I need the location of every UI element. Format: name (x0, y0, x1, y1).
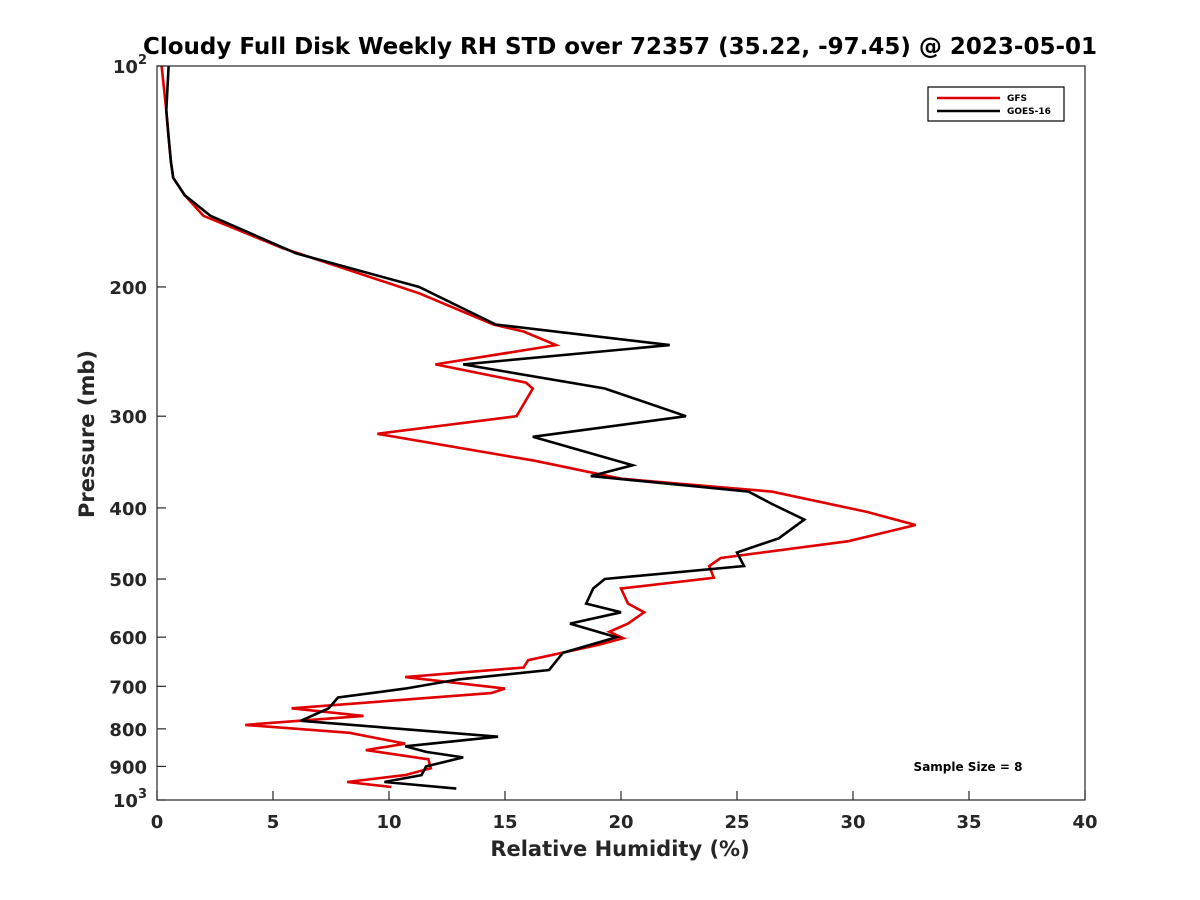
x-tick-label: 0 (151, 812, 164, 833)
y-tick-label: 200 (109, 278, 147, 299)
y-tick-label: 500 (109, 570, 147, 591)
y-tick-label: 900 (109, 757, 147, 778)
y-axis: 102 200 300 400 500 600 700 800 900 103 (109, 53, 166, 812)
x-tick-label: 20 (608, 812, 633, 833)
series-lines (160, 65, 916, 790)
y-tick-label: 400 (109, 499, 147, 520)
y-axis-label: Pressure (mb) (75, 350, 99, 518)
x-axis-label: Relative Humidity (%) (490, 837, 749, 861)
x-tick-label: 5 (267, 812, 280, 833)
y-tick-label: 103 (113, 787, 147, 812)
x-tick-label: 25 (724, 812, 749, 833)
legend-label: GFS (1007, 94, 1027, 104)
x-tick-label: 35 (956, 812, 981, 833)
y-tick-label: 102 (113, 53, 147, 78)
series-line-gfs (160, 65, 916, 789)
legend: GFS GOES-16 (927, 86, 1065, 122)
series-line-goes-16 (164, 65, 807, 790)
sample-size-annotation: Sample Size = 8 (914, 760, 1023, 774)
x-axis: 0 5 10 15 20 25 30 35 40 (151, 791, 1098, 833)
chart-title: Cloudy Full Disk Weekly RH STD over 7235… (143, 34, 1097, 60)
y-tick-label: 600 (109, 628, 147, 649)
x-tick-label: 15 (492, 812, 517, 833)
x-tick-label: 40 (1072, 812, 1097, 833)
y-tick-label: 700 (109, 677, 147, 698)
x-tick-label: 30 (840, 812, 865, 833)
legend-box (927, 86, 1065, 122)
plot-frame (156, 65, 1086, 801)
legend-label: GOES-16 (1007, 107, 1051, 117)
x-tick-label: 10 (376, 812, 401, 833)
y-tick-label: 300 (109, 407, 147, 428)
y-tick-label: 800 (109, 720, 147, 741)
